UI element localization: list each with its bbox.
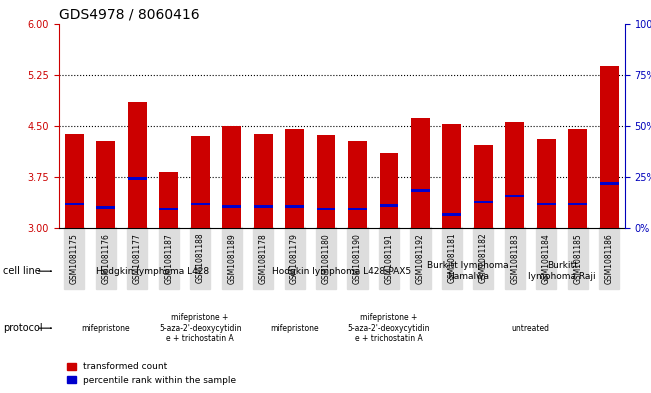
Bar (380, 153, 398, 228)
Bar (474, 201, 493, 204)
Bar (537, 140, 556, 228)
Bar (505, 122, 524, 228)
Text: Hodgkin lymphoma L428-PAX5: Hodgkin lymphoma L428-PAX5 (272, 267, 411, 275)
Text: mifepristone: mifepristone (81, 324, 130, 332)
Bar (285, 129, 304, 228)
Bar (191, 203, 210, 206)
Bar (411, 118, 430, 228)
Text: mifepristone +
5-aza-2'-deoxycytidin
e + trichostatin A: mifepristone + 5-aza-2'-deoxycytidin e +… (159, 313, 242, 343)
Text: Hodgkin lymphoma L428: Hodgkin lymphoma L428 (96, 267, 210, 275)
Legend: transformed count, percentile rank within the sample: transformed count, percentile rank withi… (63, 359, 240, 389)
Bar (505, 195, 524, 197)
Bar (254, 134, 273, 228)
Bar (348, 208, 367, 210)
Text: untreated: untreated (512, 324, 549, 332)
Bar (600, 66, 618, 228)
Bar (159, 172, 178, 228)
Bar (96, 141, 115, 228)
Bar (254, 205, 273, 208)
Bar (443, 213, 462, 216)
Text: cell line: cell line (3, 266, 41, 276)
Bar (285, 205, 304, 208)
Bar (128, 177, 146, 180)
Bar (537, 203, 556, 206)
Bar (474, 145, 493, 228)
Bar (222, 126, 241, 228)
Text: mifepristone +
5-aza-2'-deoxycytidin
e + trichostatin A: mifepristone + 5-aza-2'-deoxycytidin e +… (348, 313, 430, 343)
Text: mifepristone: mifepristone (270, 324, 319, 332)
Bar (65, 203, 84, 206)
Bar (348, 141, 367, 228)
Bar (411, 189, 430, 192)
Bar (316, 135, 335, 228)
Bar (159, 208, 178, 210)
Text: protocol: protocol (3, 323, 43, 333)
Bar (600, 182, 618, 185)
Bar (96, 206, 115, 209)
Bar (568, 203, 587, 206)
Bar (568, 129, 587, 228)
Bar (128, 102, 146, 228)
Bar (65, 134, 84, 228)
Bar (316, 208, 335, 210)
Text: Burkitt
lymphoma Raji: Burkitt lymphoma Raji (528, 261, 596, 281)
Bar (443, 125, 462, 228)
Bar (222, 205, 241, 208)
Bar (191, 136, 210, 228)
Text: GDS4978 / 8060416: GDS4978 / 8060416 (59, 7, 199, 21)
Text: Burkitt lymphoma
Namalwa: Burkitt lymphoma Namalwa (427, 261, 508, 281)
Bar (380, 204, 398, 207)
